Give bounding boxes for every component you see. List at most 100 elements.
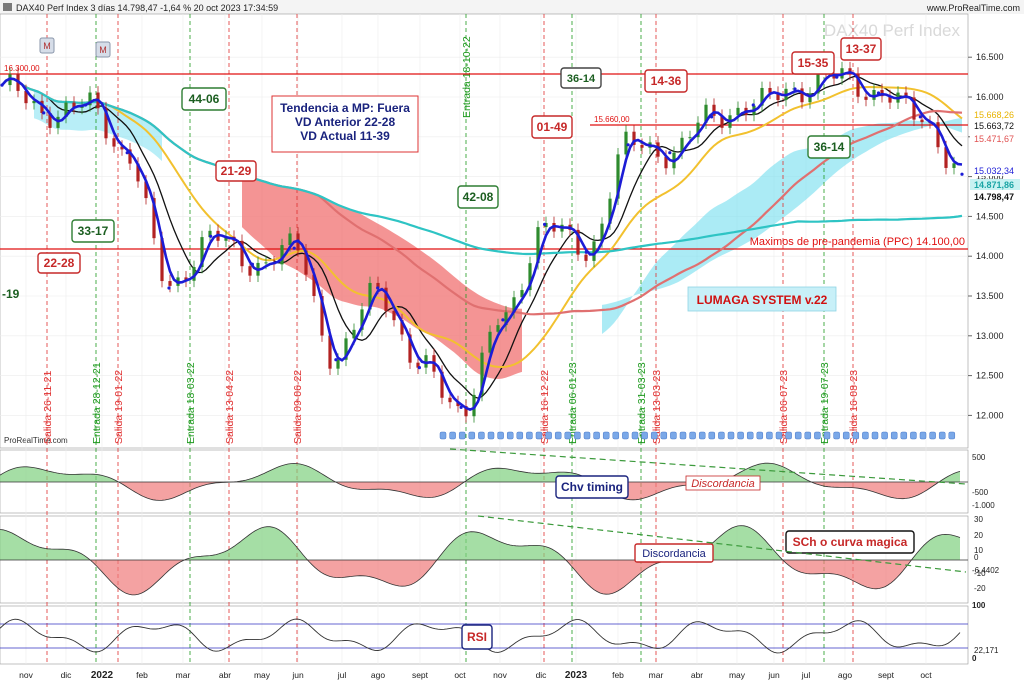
rsi-tick: 0 <box>972 654 977 663</box>
candle-body <box>104 108 108 139</box>
candle-body <box>424 355 428 368</box>
candle-body <box>888 96 892 103</box>
price-point <box>501 318 505 322</box>
price-point <box>918 115 922 119</box>
candle-body <box>808 93 812 103</box>
month-label: jul <box>337 670 347 680</box>
price-tag <box>970 133 1020 144</box>
event-marker <box>862 431 869 440</box>
event-marker <box>631 431 639 440</box>
candle-body <box>472 394 476 417</box>
signal-label: Salida 09-06-22 <box>292 370 304 444</box>
event-marker <box>794 431 802 440</box>
candle-body <box>64 102 68 117</box>
month-label: dic <box>536 670 548 680</box>
candle-body <box>400 320 404 335</box>
event-marker <box>497 431 504 440</box>
signal-label: Salida 19-01-22 <box>113 370 125 444</box>
candle-body <box>48 112 52 128</box>
price-tag-label: 15.471,67 <box>974 134 1014 144</box>
candle-body <box>872 89 876 100</box>
month-label: 2023 <box>565 670 588 681</box>
red-box-box <box>644 69 688 93</box>
candle-body <box>144 181 148 199</box>
candle-body <box>720 115 724 128</box>
price-tick-label: 13.000 <box>976 331 1004 341</box>
sch-label-box <box>785 530 915 554</box>
candle-body <box>224 236 228 241</box>
osc-line <box>0 462 961 501</box>
candle-body <box>736 107 740 116</box>
candle-body <box>360 309 364 330</box>
candle-body <box>512 297 516 313</box>
trend-line: VD Actual 11-39 <box>300 129 390 143</box>
system-box <box>687 286 837 312</box>
month-label: nov <box>493 670 507 680</box>
signal-label: Salida 06-07-23 <box>778 370 790 444</box>
month-label: feb <box>612 670 624 680</box>
chart-menu-icon[interactable] <box>3 3 12 11</box>
event-marker <box>574 431 581 440</box>
candle-body <box>344 338 348 360</box>
event-marker <box>660 431 668 440</box>
candle-body <box>440 371 444 398</box>
level-text: Maximos de pre-pandemia (PPC) 14.100,00 <box>750 236 965 248</box>
month-label: oct <box>454 670 466 680</box>
candle-body <box>520 290 524 298</box>
price-tag-label: 14.871,86 <box>974 180 1014 190</box>
red-box: 22-28 <box>44 256 75 270</box>
event-marker <box>679 431 687 440</box>
candle-body <box>848 68 852 74</box>
event-marker <box>910 431 917 440</box>
brand-label: www.ProRealTime.com <box>926 3 1020 13</box>
event-marker <box>775 431 783 440</box>
event-marker <box>746 431 754 440</box>
event-marker <box>650 431 658 440</box>
chv-tick: 500 <box>972 453 986 462</box>
red-box-box <box>840 37 882 61</box>
candle-body <box>536 227 540 264</box>
candle-body <box>120 146 124 150</box>
price-point <box>0 83 4 87</box>
candle-body <box>600 223 604 242</box>
candle-body <box>184 277 188 281</box>
rsi-tick: 100 <box>972 601 986 610</box>
candle-body <box>248 266 252 276</box>
candle-body <box>616 154 620 199</box>
event-marker <box>756 431 764 440</box>
month-label: abr <box>219 670 231 680</box>
event-marker <box>593 431 600 440</box>
month-label: sept <box>878 670 895 680</box>
event-marker <box>842 431 850 440</box>
candle-body <box>112 138 116 147</box>
candle-body <box>312 274 316 297</box>
red-box-box <box>37 252 81 274</box>
sch-divergence: Discordancia <box>642 548 706 560</box>
candle-body <box>688 137 692 139</box>
green-box-box <box>457 185 499 209</box>
event-marker <box>938 431 946 440</box>
price-point <box>250 262 254 266</box>
event-marker <box>564 431 572 440</box>
event-marker <box>641 431 648 440</box>
price-tag-label: 15.663,72 <box>974 121 1014 131</box>
candle-body <box>528 263 532 291</box>
signal-label: Entrada 06-01-23 <box>567 362 579 444</box>
event-marker <box>833 431 840 440</box>
candle-body <box>392 310 396 321</box>
chv-oscillator <box>0 462 968 501</box>
candle-body <box>152 198 156 239</box>
sch-oscillator <box>0 525 968 596</box>
candle-body <box>592 241 596 261</box>
green-box: 33-17 <box>78 224 109 238</box>
price-tag-label: 15.032,34 <box>974 166 1014 176</box>
price-point <box>167 286 171 290</box>
osc-negative <box>0 560 960 595</box>
event-marker <box>823 431 831 440</box>
signal-label: Entrada 31-03-23 <box>636 362 648 444</box>
candle-body <box>448 397 452 403</box>
cloud-band <box>242 173 522 379</box>
sch-label: SCh o curva magica <box>793 535 908 549</box>
price-point <box>876 91 881 95</box>
event-marker <box>852 431 860 440</box>
